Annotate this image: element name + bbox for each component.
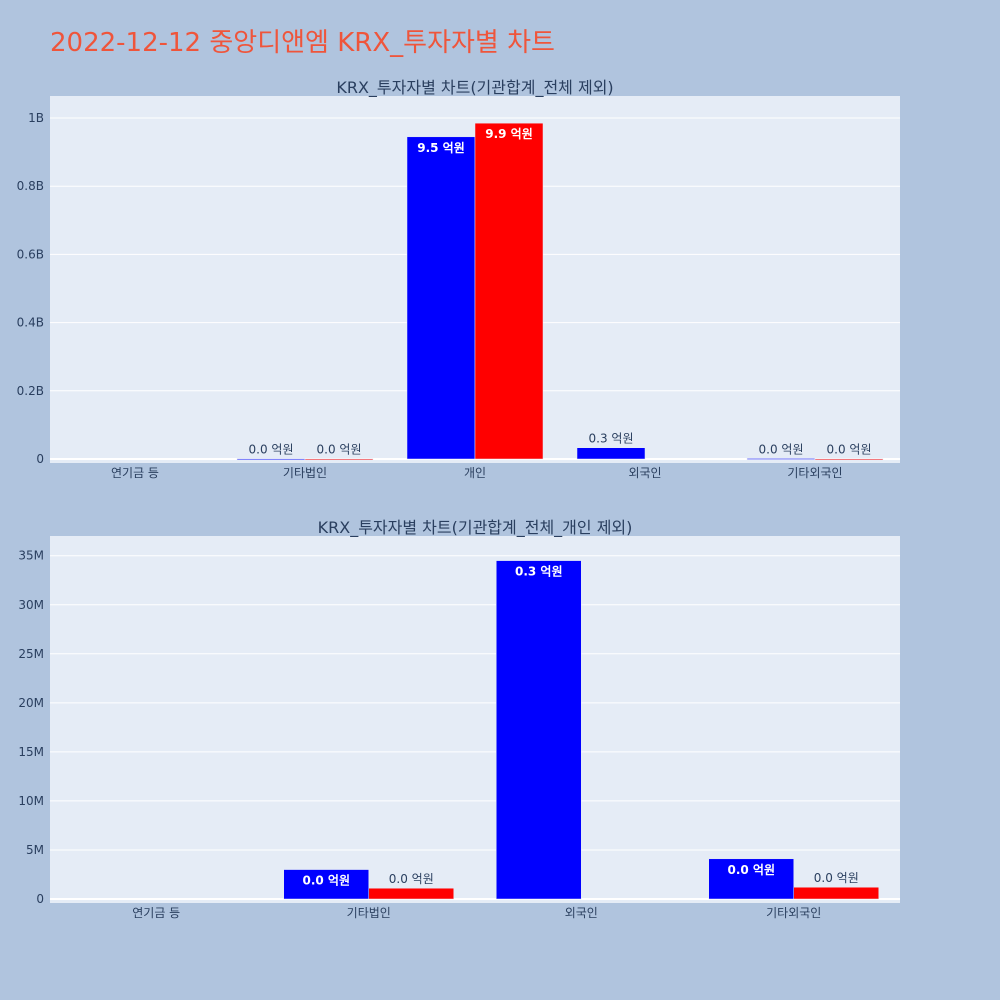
y-tick-label: 0.2B [17, 384, 44, 398]
bar-label: 0.0 억원 [727, 863, 775, 877]
y-tick-label: 25M [18, 647, 44, 661]
y-tick-label: 10M [18, 794, 44, 808]
bar [283, 869, 369, 900]
y-tick-label: 0 [36, 452, 44, 466]
x-tick-label: 외국인 [565, 906, 598, 920]
y-tick-label: 15M [18, 745, 44, 759]
bar [746, 458, 816, 460]
y-tick-label: 5M [26, 843, 44, 857]
bar-label: 9.9 억원 [485, 127, 533, 141]
bar-label: 9.5 억원 [417, 141, 465, 155]
bar-label: 0.3 억원 [515, 565, 563, 579]
bar [474, 122, 544, 460]
bar [496, 560, 582, 900]
x-tick-label: 연기금 등 [132, 906, 180, 920]
x-tick-label: 기타법인 [283, 466, 327, 480]
page-title: 2022-12-12 중앙디앤엠 KRX_투자자별 차트 [50, 28, 555, 58]
bar [406, 136, 476, 460]
bar [304, 458, 374, 460]
bar-label: 0.0 억원 [302, 874, 350, 888]
x-tick-label: 연기금 등 [111, 466, 159, 480]
bar-label: 0.0 억원 [317, 443, 362, 457]
bar-label: 0.0 억원 [249, 443, 294, 457]
bar [793, 886, 879, 900]
y-tick-label: 35M [18, 549, 44, 563]
chart-2: KRX_투자자별 차트(기관합계_전체_개인 제외) 0 5M 10M 15M 20M 25… [18, 518, 900, 920]
bar [368, 887, 454, 900]
x-tick-label: 외국인 [628, 466, 661, 480]
bar-label: 0.0 억원 [759, 442, 804, 456]
chart-title: KRX_투자자별 차트(기관합계_전체_개인 제외) [318, 518, 633, 538]
bar-label: 0.0 억원 [389, 872, 434, 886]
x-tick-label: 기타외국인 [787, 466, 842, 480]
bar [236, 458, 306, 460]
bar [708, 858, 794, 900]
bar [576, 447, 646, 460]
y-tick-label: 0.8B [17, 179, 44, 193]
x-tick-label: 기타외국인 [766, 906, 821, 920]
y-tick-label: 30M [18, 598, 44, 612]
y-tick-label: 0 [36, 892, 44, 906]
bar [814, 458, 884, 460]
plot-area [50, 536, 900, 903]
y-tick-label: 20M [18, 696, 44, 710]
y-tick-label: 1B [28, 111, 44, 125]
y-tick-label: 0.6B [17, 247, 44, 261]
x-tick-label: 기타법인 [347, 906, 391, 920]
bar-label: 0.0 억원 [827, 443, 872, 457]
bar-label: 0.0 억원 [814, 871, 859, 885]
chart-title: KRX_투자자별 차트(기관합계_전체 제외) [336, 78, 613, 98]
chart-1: KRX_투자자별 차트(기관합계_전체 제외) 0 0.2B 0.4B 0.6B 0.8B… [17, 78, 900, 480]
y-tick-label: 0.4B [17, 316, 44, 330]
x-tick-label: 개인 [464, 466, 486, 480]
bar-label: 0.3 억원 [589, 432, 634, 446]
